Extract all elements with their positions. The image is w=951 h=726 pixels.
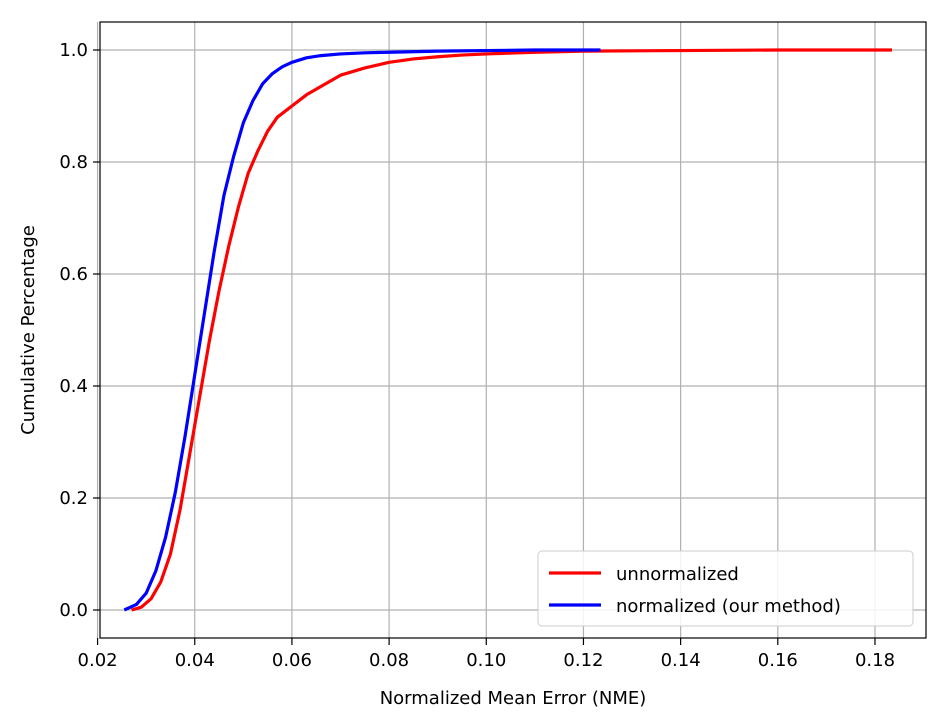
- x-tick-label: 0.10: [466, 650, 506, 671]
- x-tick-label: 0.14: [661, 650, 701, 671]
- x-tick-label: 0.08: [369, 650, 409, 671]
- y-tick-label: 0.0: [59, 600, 88, 621]
- y-axis-label: Cumulative Percentage: [18, 225, 39, 435]
- unnormalized-line: [131, 48, 892, 612]
- legend: unnormalized normalized (our method): [537, 550, 914, 627]
- plot-lines: [123, 48, 892, 612]
- y-tick-label: 0.8: [59, 152, 88, 173]
- y-tick-label: 1.0: [59, 40, 88, 61]
- legend-label-normalized: normalized (our method): [616, 596, 841, 617]
- legend-box: [537, 550, 914, 627]
- axis-ticks: 0.02 0.04 0.06 0.08 0.10 0.12 0.14 0.16 0.18 0.0 0…: [59, 40, 895, 671]
- normalized-line: [123, 48, 601, 612]
- legend-label-unnormalized: unnormalized: [616, 564, 739, 585]
- y-tick-label: 0.6: [59, 264, 88, 285]
- x-tick-label: 0.04: [175, 650, 215, 671]
- x-tick-label: 0.18: [855, 650, 895, 671]
- x-tick-label: 0.02: [78, 650, 118, 671]
- x-tick-label: 0.16: [758, 650, 798, 671]
- plot-frame: [99, 21, 927, 639]
- y-tick-label: 0.4: [59, 376, 88, 397]
- x-tick-label: 0.06: [272, 650, 312, 671]
- y-tick-label: 0.2: [59, 488, 88, 509]
- x-tick-label: 0.12: [563, 650, 603, 671]
- x-axis-label: Normalized Mean Error (NME): [380, 688, 647, 709]
